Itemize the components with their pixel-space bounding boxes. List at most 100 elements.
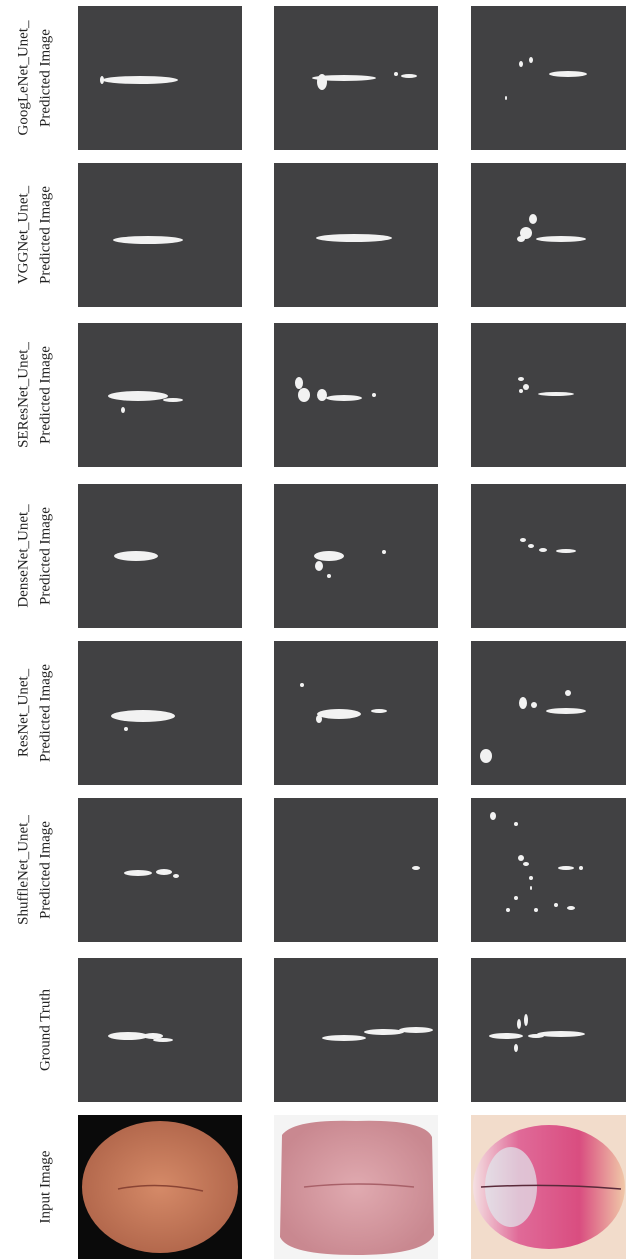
mask-background xyxy=(471,163,626,307)
mask-blob xyxy=(565,690,571,696)
mask-blob xyxy=(514,822,518,826)
mask-blob xyxy=(549,71,587,77)
mask-blob xyxy=(546,708,586,714)
image-panel xyxy=(274,958,438,1102)
mask-blob xyxy=(531,702,537,708)
image-panel xyxy=(78,323,242,467)
mask-blob xyxy=(490,812,496,820)
row-label: VGGNet_Unet_ xyxy=(15,185,31,284)
mask-blob xyxy=(506,908,510,912)
mask-blob xyxy=(298,388,310,402)
mask-background xyxy=(471,6,626,150)
mask-background xyxy=(78,484,242,628)
mask-blob xyxy=(108,391,168,401)
mask-blob xyxy=(300,683,304,687)
row-label: Ground Truth xyxy=(37,988,53,1071)
mask-blob xyxy=(121,407,125,413)
mask-blob xyxy=(567,906,575,910)
mask-blob xyxy=(519,697,527,709)
image-panel xyxy=(471,958,626,1102)
row-label: Predicted Image xyxy=(37,664,53,762)
figure: GoogLeNet_Unet_ Predicted Image VGGNet_Une… xyxy=(0,0,626,1260)
mask-background xyxy=(274,798,438,942)
mask-blob xyxy=(100,76,104,84)
mask-blob xyxy=(156,869,172,875)
mask-blob xyxy=(528,1034,544,1038)
mask-blob xyxy=(539,548,547,552)
mask-blob xyxy=(519,389,523,393)
row-label: Predicted Image xyxy=(37,29,53,127)
mask-blob xyxy=(514,1044,518,1052)
mask-blob xyxy=(528,544,534,548)
mask-background xyxy=(471,484,626,628)
image-panel xyxy=(78,6,242,150)
mask-blob xyxy=(317,389,327,401)
mask-blob xyxy=(529,57,533,63)
mask-blob xyxy=(113,236,183,244)
image-panel xyxy=(274,484,438,628)
mask-blob xyxy=(537,1031,585,1037)
mask-blob xyxy=(412,866,420,870)
image-panel xyxy=(78,641,242,785)
mask-blob xyxy=(519,61,523,67)
mask-blob xyxy=(316,234,392,242)
mask-blob xyxy=(314,551,344,561)
image-panel xyxy=(274,323,438,467)
mask-blob xyxy=(514,896,518,900)
mask-blob xyxy=(114,551,158,561)
row-label: DenseNet_Unet_ xyxy=(15,504,31,608)
mask-blob xyxy=(173,874,179,878)
row-label: ResNet_Unet_ xyxy=(15,668,31,757)
mask-blob xyxy=(518,377,524,381)
mask-background xyxy=(274,484,438,628)
mask-blob xyxy=(399,1027,433,1033)
image-panel xyxy=(274,163,438,307)
image-panel xyxy=(78,484,242,628)
mask-blob xyxy=(538,392,574,396)
mask-blob xyxy=(108,1032,148,1040)
mask-blob xyxy=(489,1033,523,1039)
mask-blob xyxy=(153,1038,173,1042)
mask-background xyxy=(471,958,626,1102)
row-label: ShuffleNet_Unet_ xyxy=(15,815,31,925)
mask-blob xyxy=(372,393,376,397)
image-panel xyxy=(471,641,626,785)
mask-blob xyxy=(554,903,558,907)
mask-background xyxy=(78,958,242,1102)
image-panel xyxy=(274,798,438,942)
image-panel xyxy=(274,6,438,150)
mask-blob xyxy=(394,72,398,76)
image-panel xyxy=(78,958,242,1102)
mask-blob xyxy=(556,549,576,553)
image-panel xyxy=(78,1115,242,1259)
mask-blob xyxy=(317,74,327,90)
mask-background xyxy=(471,641,626,785)
image-panel xyxy=(471,6,626,150)
mask-blob xyxy=(517,236,525,242)
row-label: Predicted Image xyxy=(37,186,53,284)
image-panel xyxy=(274,641,438,785)
mask-blob xyxy=(520,538,526,542)
mask-blob xyxy=(401,74,417,78)
tongue xyxy=(82,1121,238,1253)
image-panel xyxy=(471,484,626,628)
mask-blob xyxy=(295,377,303,389)
image-panel xyxy=(471,798,626,942)
mask-blob xyxy=(523,384,529,390)
mask-background xyxy=(78,163,242,307)
image-panel xyxy=(274,1115,438,1259)
mask-blob xyxy=(534,908,538,912)
mask-blob xyxy=(163,398,183,402)
mask-blob xyxy=(124,870,152,876)
tongue xyxy=(280,1121,434,1255)
mask-blob xyxy=(364,1029,404,1035)
image-panel xyxy=(471,163,626,307)
mask-blob xyxy=(315,561,323,571)
row-label: SEResNet_Unet_ xyxy=(15,342,31,448)
mask-blob xyxy=(371,709,387,713)
image-panel xyxy=(471,323,626,467)
row-label: Predicted Image xyxy=(37,346,53,444)
row-label: GoogLeNet_Unet_ xyxy=(15,20,31,135)
mask-blob xyxy=(322,1035,366,1041)
mask-blob xyxy=(505,96,507,100)
